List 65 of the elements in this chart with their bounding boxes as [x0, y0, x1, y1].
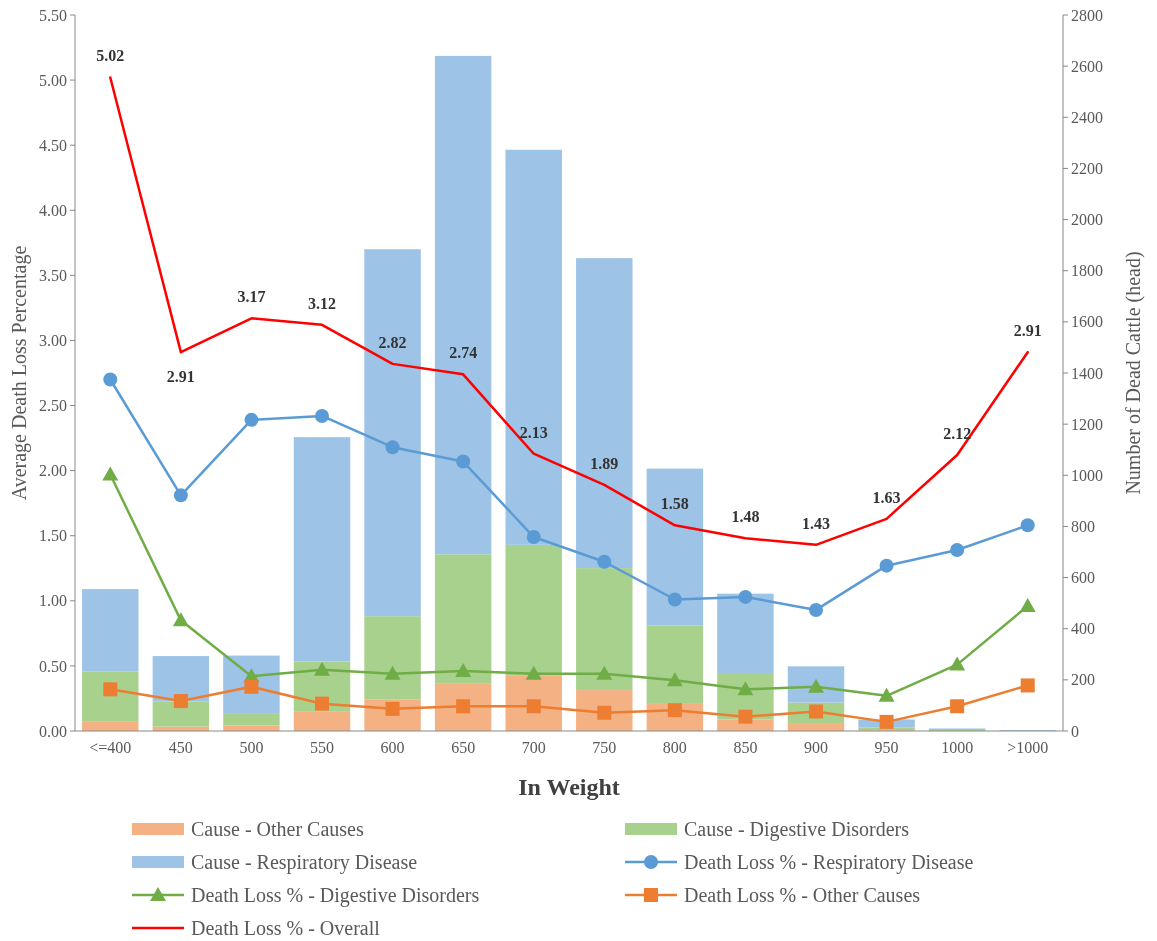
- y2-tick-label: 2200: [1071, 160, 1103, 178]
- data-label: 1.63: [872, 488, 901, 506]
- legend-label: Death Loss % - Overall: [191, 917, 381, 939]
- legend-label: Cause - Digestive Disorders: [684, 818, 910, 841]
- x-tick-label: 900: [804, 739, 828, 756]
- x-tick-label: 1000: [941, 739, 974, 756]
- x-tick-label: 600: [380, 739, 405, 756]
- y2-tick-label: 1000: [1071, 466, 1103, 484]
- y-axis-title: Average Death Loss Percentage: [8, 245, 31, 501]
- x-tick-label: 500: [239, 739, 264, 756]
- x-tick-label: 950: [874, 739, 899, 756]
- y2-tick-label: 0: [1071, 722, 1079, 740]
- y-tick-label: 3.50: [39, 266, 67, 284]
- y2-tick-label: 600: [1071, 569, 1095, 587]
- x-tick-label: 450: [168, 739, 193, 756]
- data-label: 3.17: [237, 288, 266, 306]
- y2-tick-label: 2400: [1071, 108, 1103, 126]
- y-tick-label: 0.00: [39, 722, 67, 740]
- y2-tick-label: 1800: [1071, 262, 1103, 280]
- data-label: 1.58: [660, 495, 689, 513]
- legend-label: Death Loss % - Other Causes: [684, 884, 921, 906]
- x-tick-label: 750: [592, 739, 617, 756]
- data-label: 1.43: [802, 514, 830, 532]
- legend-label: Cause - Other Causes: [191, 818, 364, 840]
- y2-tick-label: 1200: [1071, 415, 1103, 433]
- y2-tick-label: 2000: [1071, 211, 1103, 229]
- y-tick-label: 1.50: [39, 527, 67, 545]
- x-tick-label: 850: [733, 739, 758, 756]
- x-tick-label: 650: [451, 739, 476, 756]
- data-label: 3.12: [308, 294, 336, 312]
- y2-tick-label: 400: [1071, 620, 1095, 638]
- y-tick-label: 3.00: [39, 332, 67, 350]
- y2-tick-label: 200: [1071, 671, 1095, 689]
- data-label: 2.91: [166, 368, 195, 386]
- y2-tick-label: 2600: [1071, 57, 1103, 75]
- x-tick-label: 700: [521, 739, 546, 756]
- data-label: 2.12: [943, 425, 972, 443]
- y-tick-label: 2.50: [39, 397, 67, 415]
- y2-tick-label: 1600: [1071, 313, 1103, 331]
- y2-tick-label: 1400: [1071, 364, 1103, 382]
- data-label: 2.82: [378, 333, 407, 351]
- y-tick-label: 5.00: [39, 71, 67, 89]
- x-axis-title: In Weight: [518, 774, 620, 800]
- x-tick-label: 550: [310, 739, 334, 756]
- x-tick-label: <=400: [89, 739, 132, 756]
- legend-label: Death Loss % - Respiratory Disease: [684, 851, 974, 874]
- data-label: 5.02: [96, 47, 125, 65]
- data-label: 2.91: [1013, 322, 1042, 340]
- y2-tick-label: 2800: [1071, 6, 1103, 24]
- y2-tick-label: 800: [1071, 518, 1095, 536]
- y-tick-label: 2.00: [39, 462, 67, 480]
- legend-label: Cause - Respiratory Disease: [191, 851, 418, 874]
- data-label: 1.48: [731, 508, 760, 526]
- data-label: 1.89: [590, 454, 619, 472]
- x-tick-label: 800: [662, 739, 687, 756]
- y-tick-label: 1.00: [39, 592, 67, 610]
- data-label: 2.74: [449, 344, 478, 362]
- y2-axis-title: Number of Dead Cattle (head): [1122, 251, 1145, 495]
- legend-label: Death Loss % - Digestive Disorders: [191, 884, 480, 907]
- y-tick-label: 4.00: [39, 201, 67, 219]
- y-tick-label: 5.50: [39, 6, 67, 24]
- y-tick-label: 0.50: [39, 657, 67, 675]
- y-tick-label: 4.50: [39, 136, 67, 154]
- x-tick-label: >1000: [1007, 739, 1049, 756]
- data-label: 2.13: [519, 423, 548, 441]
